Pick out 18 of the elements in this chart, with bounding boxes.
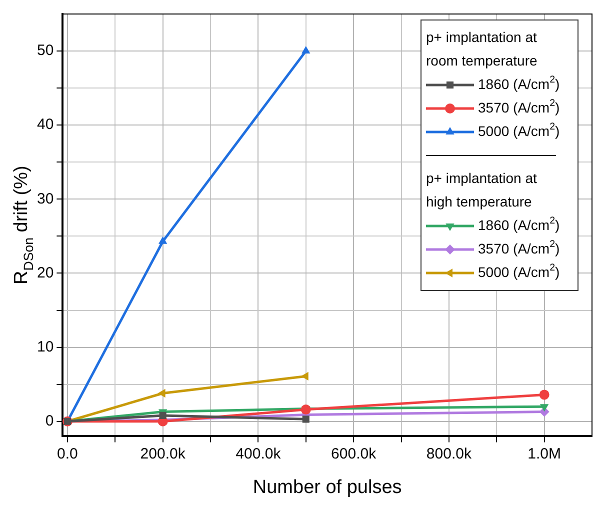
x-tick-label: 400.0k xyxy=(236,445,282,462)
annotation: p+ implantation at room temperature xyxy=(426,28,538,68)
y-tick-label: 50 xyxy=(36,42,54,60)
y-tick-label: 10 xyxy=(36,338,54,356)
point xyxy=(302,416,310,423)
x-tick-label: 800.0k xyxy=(426,445,472,462)
point xyxy=(539,390,550,400)
y-axis-title: RDSon drift (%) xyxy=(11,166,36,284)
y-tick-label: 30 xyxy=(36,190,54,208)
x-tick-label: 1.0M xyxy=(528,445,561,462)
y-tick-label: 20 xyxy=(36,264,54,282)
annotation: p+ implantation at high temperature xyxy=(426,170,538,210)
x-tick-label: 0.0 xyxy=(57,445,78,462)
y-tick-label: 40 xyxy=(36,116,54,134)
x-tick-label: 600.0k xyxy=(331,445,377,462)
y-tick-label: 0 xyxy=(45,412,54,430)
x-axis-title: Number of pulses xyxy=(252,476,402,498)
x-tick-label: 200.0k xyxy=(140,445,186,462)
